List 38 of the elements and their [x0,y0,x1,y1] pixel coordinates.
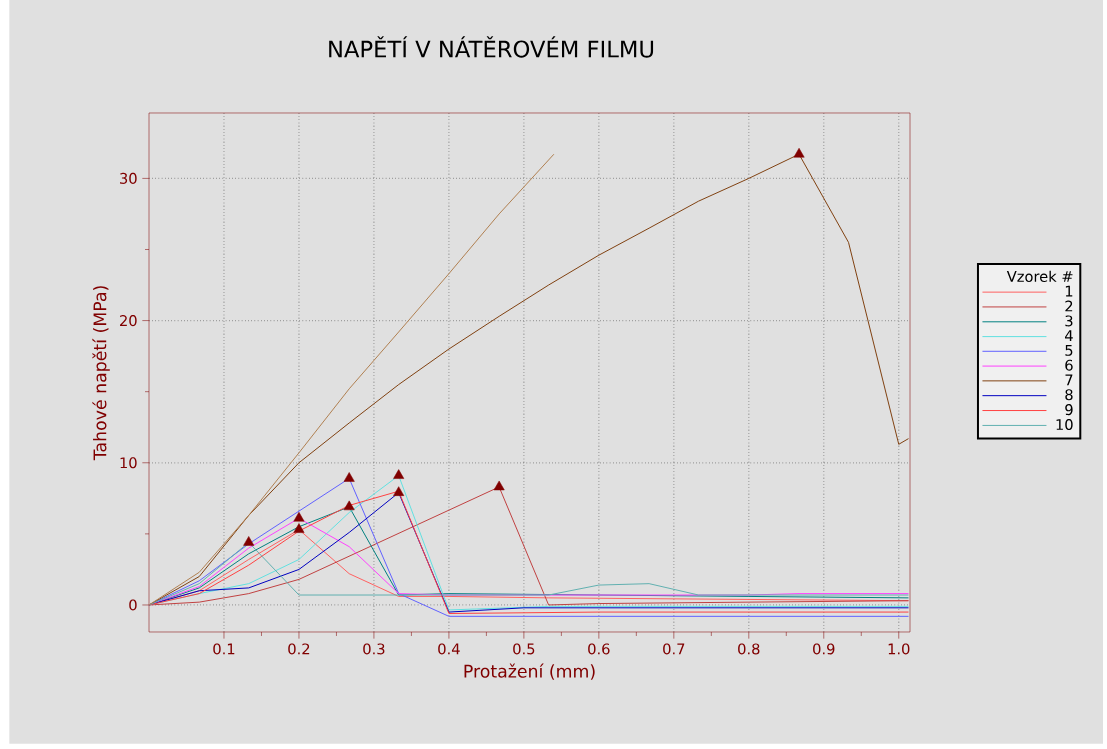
x-tick-label: 0.6 [588,643,610,655]
point [493,480,505,491]
chart-title: NAPĚTÍ V NÁTĚROVÉM FILMU [329,36,654,58]
legend-label: 9 [1065,404,1073,416]
legend-label: 10 [1056,419,1073,431]
x-tick-label: 0.7 [663,643,685,655]
y-tick-label: 10 [120,457,137,469]
point [393,486,405,496]
legend-label: 8 [1065,389,1073,401]
legend-title: Vzorek # [1006,270,1073,282]
y-tick-label: 20 [120,315,137,327]
x-axis-title: Protažení (mm) [464,663,595,680]
x-tick-label: 0.4 [438,643,460,655]
legend-label: 3 [1065,315,1073,327]
legend-label: 7 [1065,374,1073,386]
x-tick-label: 0.2 [288,643,310,655]
point [793,147,805,158]
point [293,523,305,533]
x-tick-label: 0.8 [738,643,760,655]
x-tick-label: 0.5 [513,643,535,655]
y-tick-label: 0 [129,599,137,611]
x-tick-label: 1.0 [888,643,910,655]
point [343,500,355,511]
legend-label: 4 [1065,330,1073,341]
point [243,536,255,546]
legend-label: 6 [1065,359,1073,371]
legend-label: 2 [1065,300,1073,312]
x-tick-label: 0.3 [363,643,385,655]
point [343,472,355,482]
point [393,469,405,479]
point [293,511,305,522]
x-tick-label: 0.1 [213,643,235,655]
y-tick-label: 30 [120,172,137,184]
line-series [149,153,555,606]
x-tick-label: 0.9 [813,643,835,655]
legend-label: 5 [1065,344,1073,356]
legend-label: 1 [1065,285,1073,297]
y-axis-title: Tahové napětí (MPa) [92,286,110,461]
